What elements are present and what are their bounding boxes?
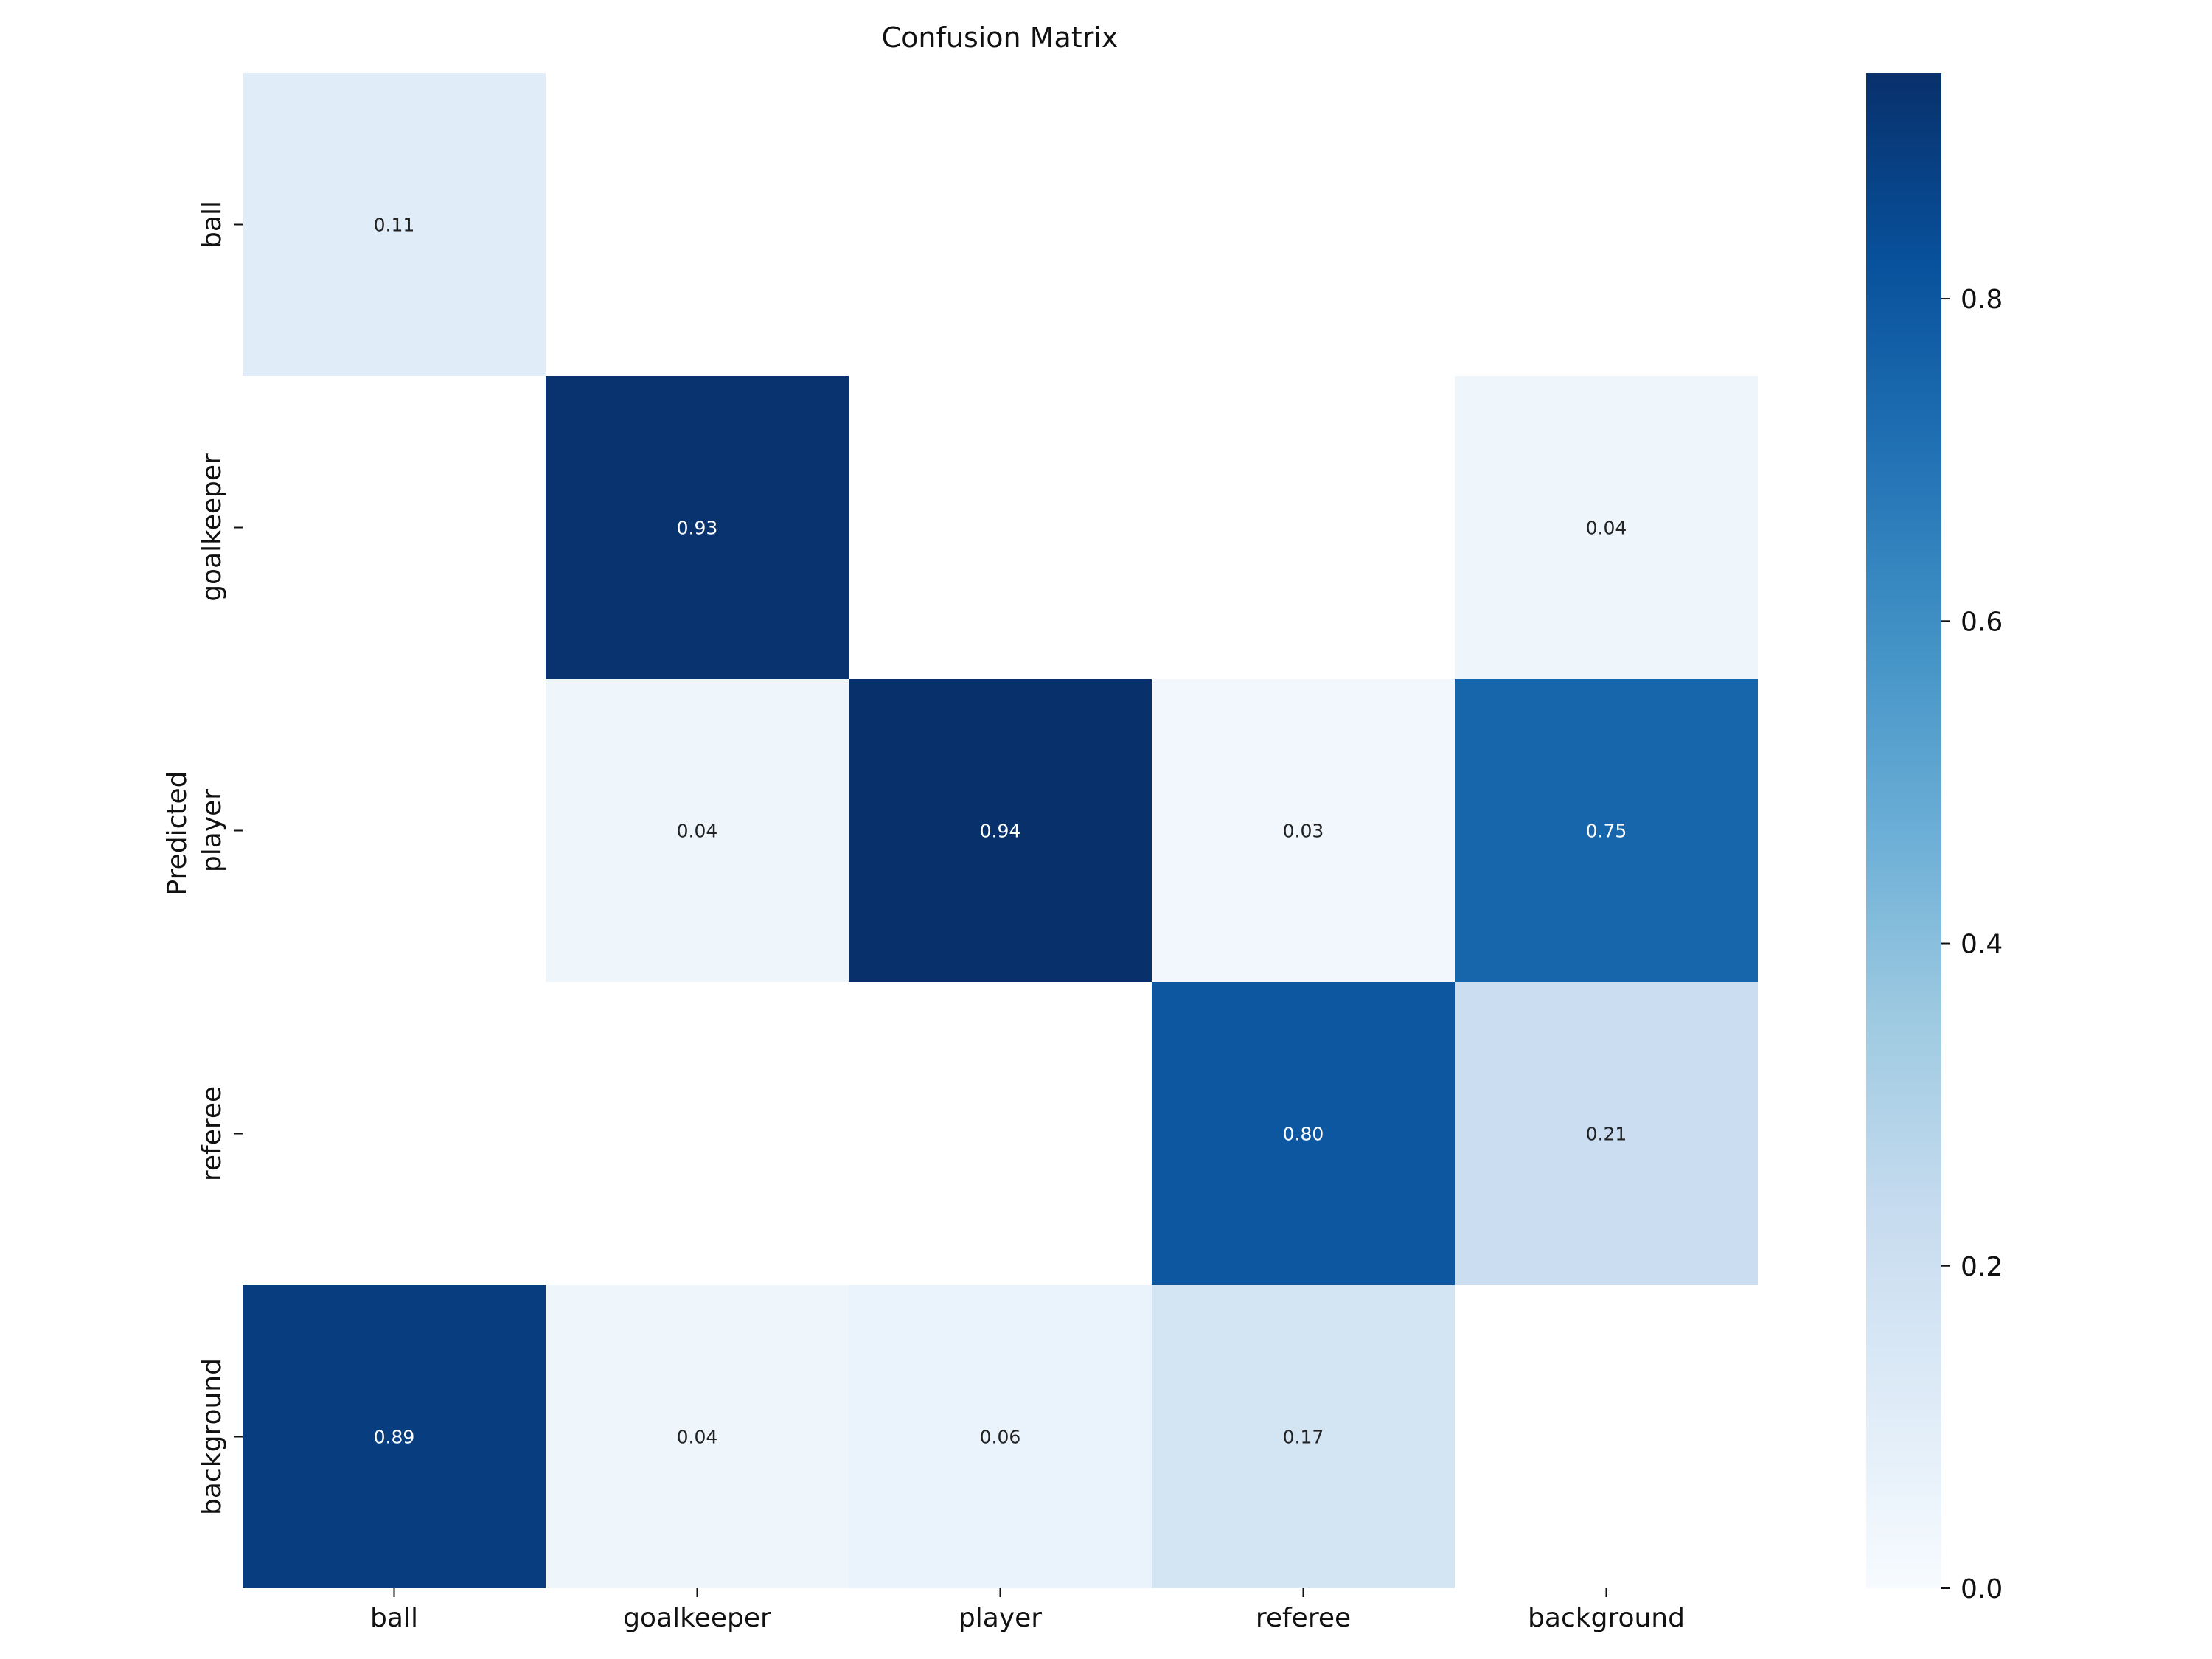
cell-value-label: 0.21 [1586,1124,1627,1145]
y-axis: ball goalkeeper player referee background [197,201,243,1515]
chart-title: Confusion Matrix [882,21,1119,54]
cell-value-label: 0.17 [1283,1427,1324,1448]
heatmap-cell-labels: 0.11 0.93 0.04 0.04 0.94 0.03 0.75 0.80 0.21 0.89… [374,215,1627,1448]
heatmap-cell [1152,982,1455,1285]
heatmap-cell [849,679,1152,982]
colorbar-tick-label: 0.0 [1961,1574,2003,1604]
x-tick-label: ball [370,1603,418,1633]
cell-value-label: 0.89 [374,1427,415,1448]
heatmap-cell [1152,679,1455,982]
cell-value-label: 0.04 [1586,518,1627,539]
colorbar: 0.0 0.2 0.4 0.6 0.8 [1866,73,2003,1604]
colorbar-tick-label: 0.8 [1961,285,2003,315]
cell-value-label: 0.75 [1586,821,1627,842]
heatmap-cell [1152,1285,1455,1588]
y-tick-label: player [197,789,227,872]
colorbar-gradient [1866,73,1941,1588]
y-tick-label: referee [197,1086,227,1181]
heatmap-cell [546,679,849,982]
y-tick-label: goalkeeper [197,453,227,602]
cell-value-label: 0.93 [677,518,718,539]
heatmap-cell [1455,376,1758,679]
colorbar-tick-label: 0.2 [1961,1252,2003,1282]
colorbar-tick-label: 0.6 [1961,607,2003,637]
cell-value-label: 0.80 [1283,1124,1324,1145]
x-axis: ball goalkeeper player referee background [370,1588,1685,1633]
y-tick-label: background [197,1358,227,1515]
cell-value-label: 0.94 [980,821,1021,842]
heatmap-cell [1455,982,1758,1285]
x-tick-label: goalkeeper [623,1603,771,1633]
cell-value-label: 0.04 [677,1427,718,1448]
cell-value-label: 0.06 [980,1427,1021,1448]
cell-value-label: 0.03 [1283,821,1324,842]
cell-value-label: 0.11 [374,215,415,236]
cell-value-label: 0.04 [677,821,718,842]
heatmap-cell [849,1285,1152,1588]
colorbar-tick-label: 0.4 [1961,930,2003,960]
heatmap-cell [1455,679,1758,982]
heatmap-cell [546,376,849,679]
heatmap-cell [243,1285,546,1588]
x-tick-label: referee [1256,1603,1351,1633]
heatmap-cells [243,73,1758,1588]
y-axis-label: Predicted [162,771,192,896]
heatmap-cell [243,73,546,376]
heatmap-cell [546,1285,849,1588]
x-tick-label: player [959,1603,1042,1633]
y-tick-label: ball [197,201,227,248]
x-tick-label: background [1528,1603,1685,1633]
